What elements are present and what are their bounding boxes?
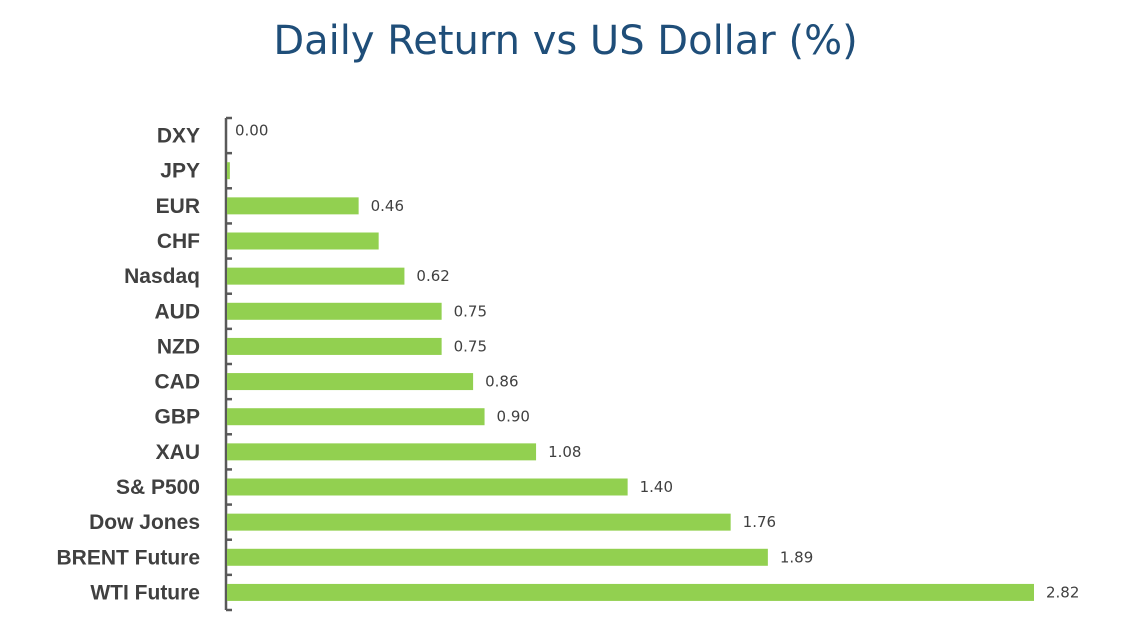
category-label: NZD — [157, 335, 200, 358]
bars — [227, 162, 1034, 601]
bar — [227, 548, 768, 566]
data-label: 0.75 — [454, 302, 487, 320]
category-label: DXY — [157, 125, 200, 148]
category-label: GBP — [154, 406, 200, 429]
bar — [227, 478, 628, 496]
category-label: S& P500 — [116, 476, 200, 499]
data-label: 0.86 — [485, 373, 518, 391]
chart-title: Daily Return vs US Dollar (%) — [273, 18, 858, 64]
data-labels: 0.00 0.46 0.62 0.75 0.75 0.86 0.90 1.08 1.40 1.76… — [235, 122, 1079, 602]
data-label: 1.08 — [548, 443, 581, 461]
data-label: 1.76 — [743, 513, 776, 531]
category-label: BRENT Future — [57, 546, 201, 569]
category-labels: DXY JPY EUR CHF Nasdaq AUD NZD CAD GBP XAU S& P500… — [57, 125, 201, 605]
bar — [227, 408, 485, 426]
bar — [227, 267, 405, 285]
bar — [227, 302, 442, 320]
category-label: CAD — [155, 371, 201, 394]
category-label: XAU — [156, 441, 200, 464]
data-label: 0.00 — [235, 122, 268, 140]
data-label: 0.90 — [497, 408, 530, 426]
bar — [227, 513, 731, 531]
data-label: 1.40 — [640, 478, 673, 496]
y-axis — [224, 116, 232, 612]
bar — [227, 197, 359, 215]
data-label: 0.62 — [416, 267, 449, 285]
category-label: CHF — [157, 230, 200, 253]
category-label: Nasdaq — [124, 265, 200, 288]
data-label: 0.75 — [454, 337, 487, 355]
category-label: Dow Jones — [89, 511, 200, 534]
data-label: 1.89 — [780, 548, 813, 566]
category-label: AUD — [155, 300, 201, 323]
bar — [227, 443, 537, 461]
category-label: JPY — [160, 160, 200, 183]
data-label: 0.46 — [371, 197, 404, 215]
bar — [227, 232, 379, 250]
bar — [227, 162, 230, 180]
data-label: 2.82 — [1046, 583, 1079, 601]
category-label: EUR — [156, 195, 200, 218]
bar — [227, 583, 1034, 601]
category-label: WTI Future — [90, 581, 200, 604]
bar — [227, 337, 442, 355]
bar — [227, 373, 474, 391]
